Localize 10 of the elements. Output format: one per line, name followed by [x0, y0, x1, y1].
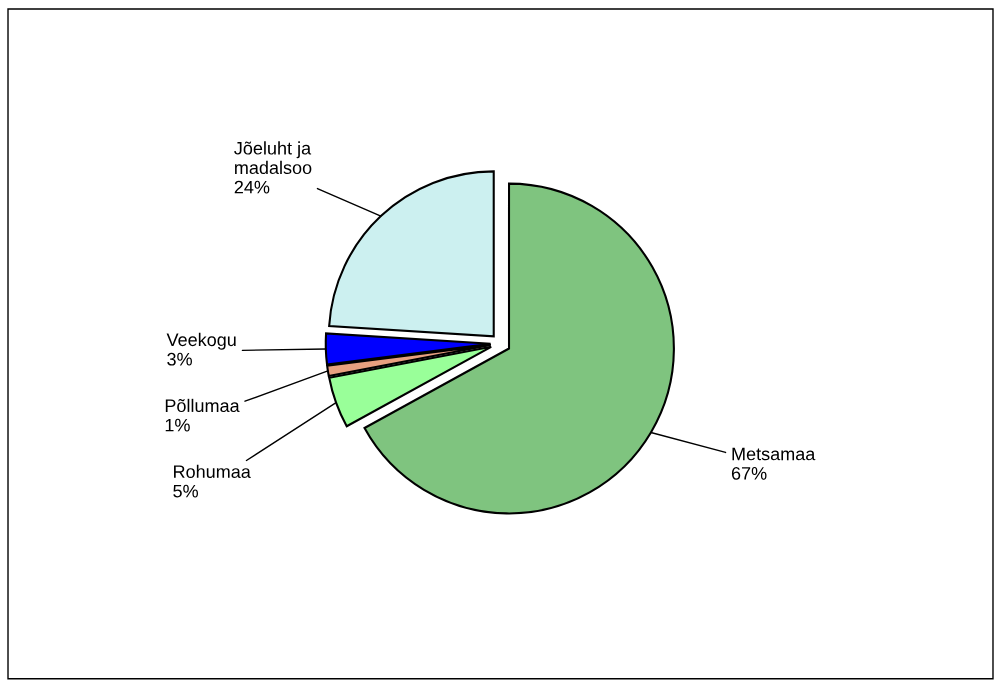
- slice-label: Rohumaa: [174, 464, 251, 479]
- data-label: 24%: [234, 180, 270, 194]
- slice-label: Veekogu: [166, 332, 236, 350]
- data-label: 3%: [167, 352, 192, 366]
- data-label: 5%: [173, 484, 198, 498]
- data-label: 1%: [165, 418, 190, 432]
- slice-label: Jõeluht ja madalsoo: [234, 141, 312, 175]
- data-label: 67%: [731, 466, 767, 480]
- slice-label: Metsamaa: [732, 447, 816, 461]
- slice-label: Põllumaa: [165, 398, 240, 413]
